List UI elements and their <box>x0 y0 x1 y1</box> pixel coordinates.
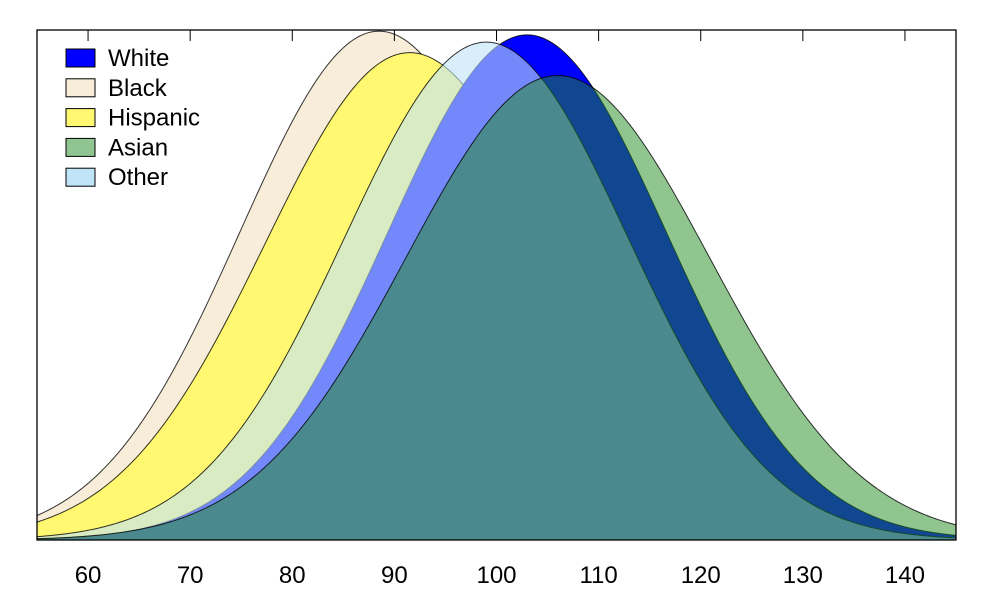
x-tick-label: 90 <box>381 562 408 589</box>
x-tick-label: 80 <box>279 562 306 589</box>
x-tick-label: 60 <box>75 562 102 589</box>
legend-label-other: Other <box>108 164 168 191</box>
legend-swatch-white <box>65 48 96 68</box>
legend-label-black: Black <box>108 75 168 102</box>
legend-swatch-black <box>65 78 96 98</box>
legend-swatch-asian <box>65 137 96 157</box>
x-tick-label: 110 <box>579 562 617 589</box>
legend-swatch-other <box>65 167 96 187</box>
legend-label-white: White <box>108 45 169 72</box>
x-tick-label: 100 <box>476 562 516 589</box>
x-tick-label: 130 <box>783 562 823 589</box>
legend-swatch-hispanic <box>65 108 96 128</box>
x-tick-label: 120 <box>681 562 721 589</box>
legend-label-asian: Asian <box>108 134 168 161</box>
x-tick-label: 140 <box>885 562 925 589</box>
x-axis: 60 70 80 90 100 110 120 130 140 <box>75 30 925 589</box>
density-areas <box>36 30 957 541</box>
legend-label-hispanic: Hispanic <box>108 105 200 132</box>
density-asian <box>36 75 957 541</box>
x-tick-label: 70 <box>177 562 204 589</box>
